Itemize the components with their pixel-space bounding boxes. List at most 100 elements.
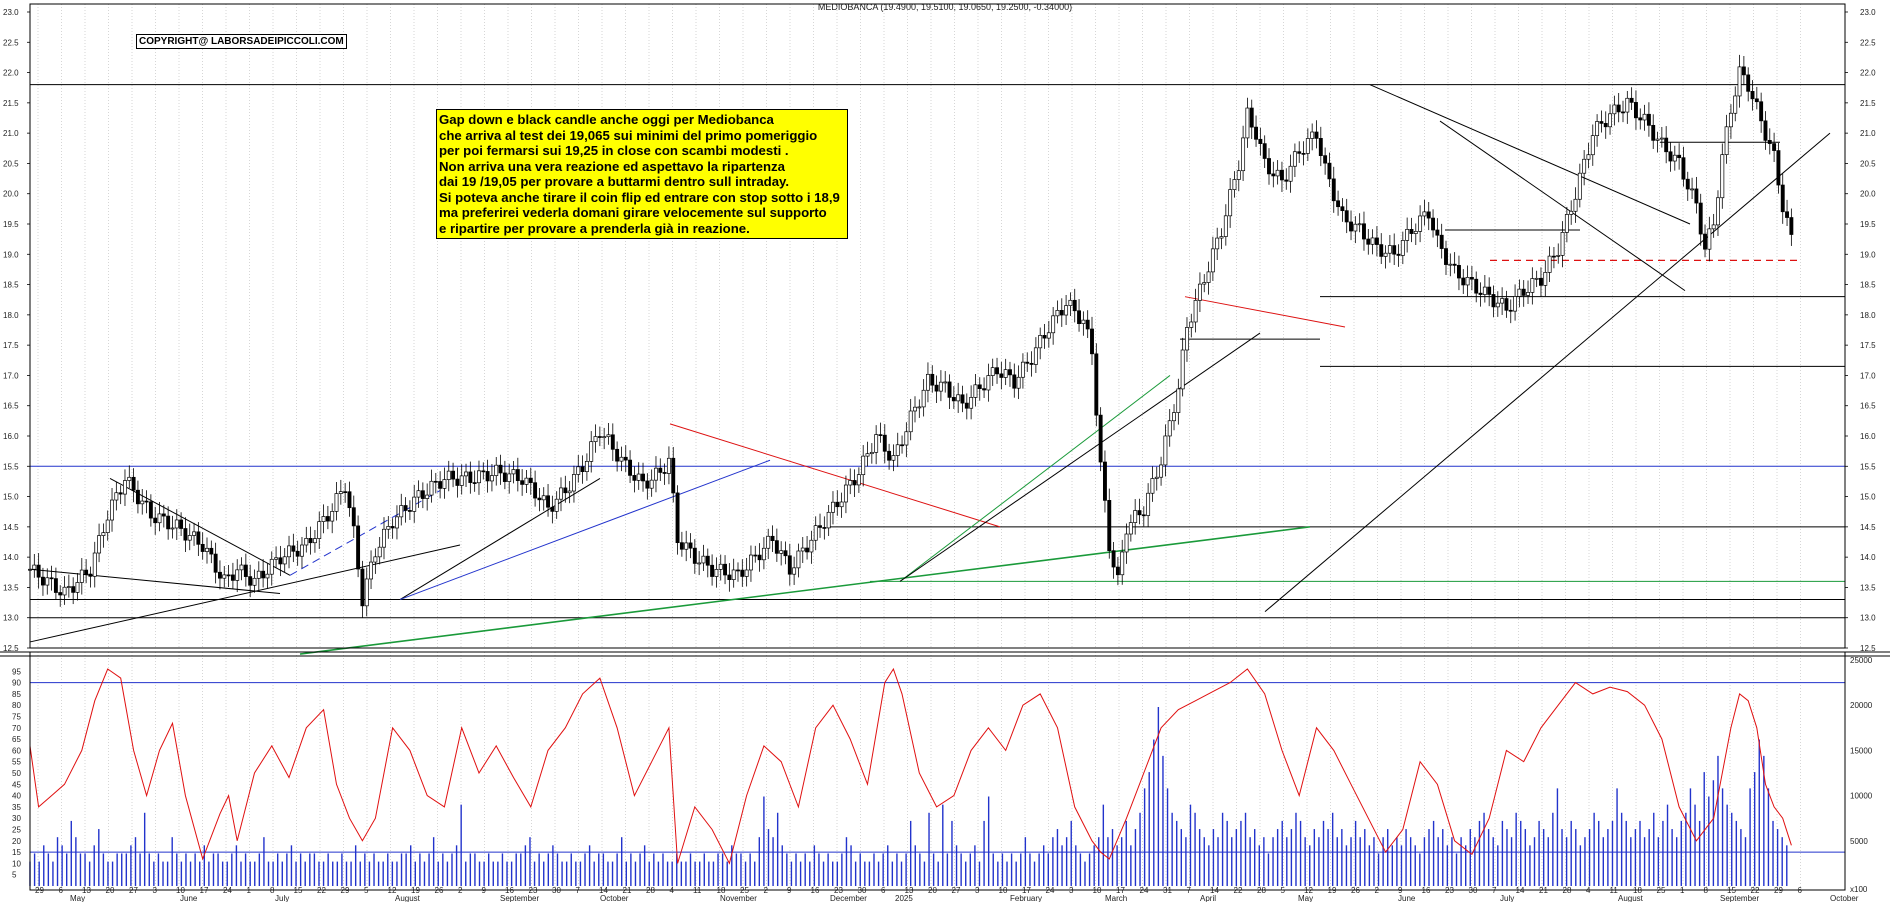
day-tick-label: 17 — [1022, 886, 1031, 895]
price-tick-left: 12.5 — [3, 644, 19, 653]
candle-body — [1526, 292, 1530, 296]
month-label: December — [830, 894, 867, 902]
candle-body — [701, 555, 706, 564]
candle-body — [796, 550, 801, 569]
candle-body — [1146, 492, 1151, 516]
day-tick-label: 23 — [529, 886, 538, 895]
candle-body — [783, 550, 788, 557]
month-label: September — [500, 894, 539, 902]
price-tick-left: 18.5 — [3, 281, 19, 290]
candle-body — [1655, 138, 1660, 141]
candle-body — [1685, 178, 1690, 190]
oscillator-tick: 80 — [12, 701, 21, 710]
candle-body — [1163, 435, 1168, 466]
candle-body — [546, 495, 550, 508]
candle-body — [1068, 299, 1073, 306]
candle-body — [127, 476, 132, 481]
candle-body — [999, 373, 1004, 378]
candle-body — [1556, 255, 1561, 257]
candle-body — [938, 381, 943, 392]
month-label: September — [1720, 894, 1759, 902]
candle-body — [1621, 111, 1625, 114]
candle-body — [105, 519, 110, 533]
candle-body — [53, 578, 58, 593]
price-tick-left: 15.5 — [3, 462, 19, 471]
candle-body — [1172, 412, 1176, 422]
candle-body — [308, 538, 313, 544]
candle-body — [1664, 137, 1669, 153]
day-tick-label: 9 — [1398, 886, 1403, 895]
candle-body — [1659, 137, 1664, 140]
candle-body — [662, 472, 667, 474]
day-tick-label: 8 — [1704, 886, 1709, 895]
candle-body — [895, 444, 900, 456]
candle-body — [1646, 113, 1651, 126]
candle-body — [1357, 223, 1362, 226]
candle-body — [269, 558, 274, 575]
day-tick-label: 17 — [1116, 886, 1125, 895]
candle-body — [477, 470, 481, 484]
candle-body — [205, 547, 209, 552]
candle-body — [1681, 157, 1686, 180]
note-line: dai 19 /19,05 per provare a buttarmi den… — [439, 174, 790, 189]
candle-body — [1292, 151, 1297, 167]
volume-tick: 20000 — [1850, 701, 1873, 710]
day-tick-label: 15 — [1727, 886, 1736, 895]
candle-body — [977, 384, 982, 389]
volume-unit: x100 — [1850, 885, 1868, 894]
candle-body — [1448, 263, 1453, 266]
price-tick-left: 13.5 — [3, 583, 19, 592]
candle-body — [1634, 102, 1638, 119]
candle-body — [1638, 117, 1643, 121]
candle-body — [196, 531, 201, 545]
candle-body — [766, 535, 771, 549]
candle-body — [1642, 113, 1647, 121]
trend-line — [899, 332, 1261, 582]
price-tick-left: 16.0 — [3, 432, 19, 441]
oscillator-tick: 30 — [12, 814, 21, 823]
candle-body — [1504, 298, 1509, 311]
candle-body — [800, 547, 805, 552]
candle-body — [1573, 198, 1578, 212]
day-tick-label: 7 — [1492, 886, 1497, 895]
candle-body — [580, 466, 585, 472]
candle-body — [533, 482, 538, 499]
candle-body — [1029, 362, 1034, 365]
chart-title: MEDIOBANCA (19.4900, 19.5100, 19.0650, 1… — [817, 2, 1073, 12]
oscillator-tick: 10 — [12, 859, 21, 868]
price-tick-right: 19.0 — [1860, 250, 1876, 259]
day-tick-label: 1 — [247, 886, 252, 895]
candle-body — [1249, 107, 1254, 128]
candle-body — [79, 569, 84, 583]
month-label: May — [70, 894, 85, 902]
candle-body — [45, 577, 50, 586]
candle-body — [1189, 321, 1194, 328]
day-tick-label: 28 — [1563, 886, 1572, 895]
candle-body — [325, 516, 330, 522]
price-tick-left: 23.0 — [3, 8, 19, 17]
candle-body — [157, 513, 162, 524]
volume-tick: 10000 — [1850, 792, 1873, 801]
month-label: August — [395, 894, 421, 902]
candle-body — [1124, 533, 1129, 553]
candle-body — [1439, 234, 1444, 249]
candle-body — [1547, 255, 1552, 273]
candle-body — [774, 540, 779, 554]
candle-body — [295, 550, 300, 557]
candle-body — [1223, 215, 1228, 237]
candle-body — [455, 478, 460, 486]
candle-body — [507, 473, 512, 482]
oscillator-series — [29, 667, 1792, 865]
candle-body — [230, 574, 235, 581]
candle-body — [183, 528, 188, 541]
candle-body — [1059, 310, 1064, 316]
candle-body — [1482, 286, 1487, 295]
day-tick-label: 19 — [411, 886, 420, 895]
candle-body — [235, 569, 240, 581]
candle-body — [75, 582, 80, 593]
oscillator-tick: 95 — [12, 667, 21, 676]
candle-body — [200, 543, 205, 552]
candle-body — [1383, 252, 1388, 257]
candle-body — [472, 482, 477, 484]
month-label: April — [1200, 894, 1216, 902]
